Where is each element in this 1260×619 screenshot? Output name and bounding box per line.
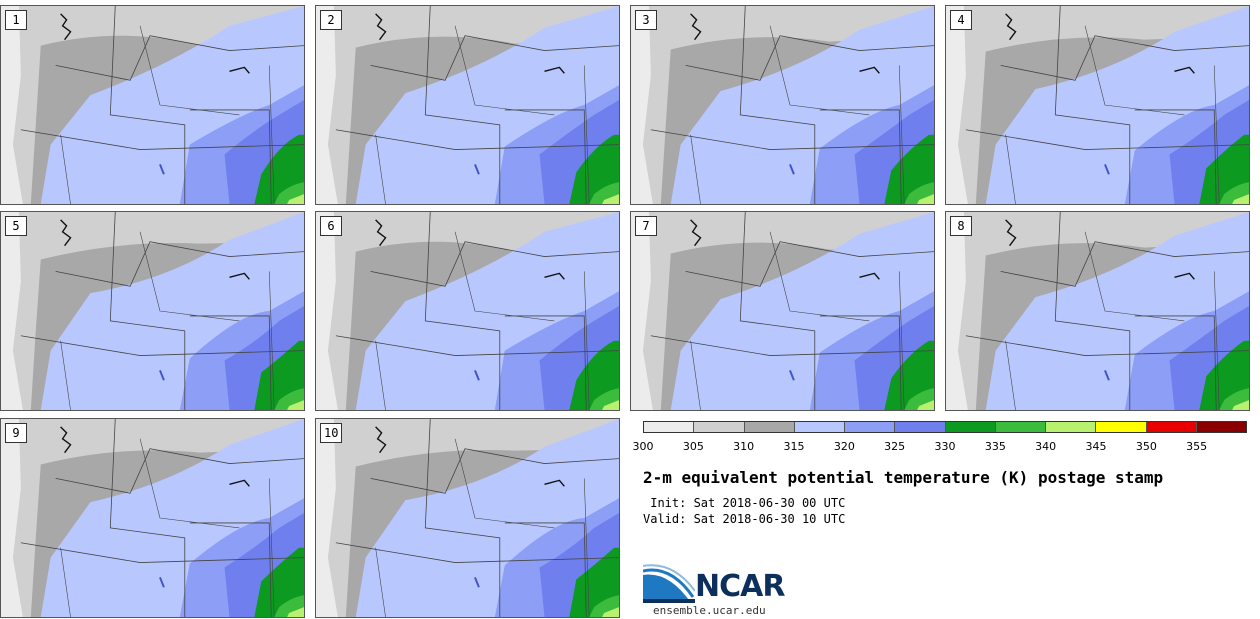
ncar-logo: NCAR ensemble.ucar.edu <box>643 563 803 619</box>
member-number-label: 1 <box>5 10 27 30</box>
product-title: 2-m equivalent potential temperature (K)… <box>643 468 1164 487</box>
postage-stamp-map: 9 <box>0 418 305 618</box>
colorbar-tick-label: 300 <box>632 440 654 453</box>
colorbar-tick-label: 340 <box>1035 440 1057 453</box>
logo-wordmark: NCAR <box>695 569 785 604</box>
postage-stamp-map: 4 <box>945 5 1250 205</box>
colorbar-swatch <box>945 422 996 432</box>
valid-time: Valid: Sat 2018-06-30 10 UTC <box>643 512 846 526</box>
eq-potential-temperature-map <box>1 212 304 410</box>
colorbar-swatch <box>1196 422 1246 432</box>
colorbar-swatch <box>694 422 745 432</box>
member-number-label: 7 <box>635 216 657 236</box>
colorbar-swatch <box>895 422 946 432</box>
colorbar-tick-labels: 300 305 310 315 320 325 330 335 340 345 350 355 <box>633 440 1247 454</box>
colorbar-tick-label: 305 <box>682 440 704 453</box>
colorbar-tick-label: 320 <box>833 440 855 453</box>
colorbar-tick-label: 315 <box>783 440 805 453</box>
postage-stamp-map: 1 <box>0 5 305 205</box>
colorbar-tick-label: 310 <box>733 440 755 453</box>
member-number-label: 5 <box>5 216 27 236</box>
colorbar-swatch <box>794 422 845 432</box>
colorbar-tick-label: 345 <box>1085 440 1107 453</box>
eq-potential-temperature-map <box>316 212 619 410</box>
postage-stamp-map: 8 <box>945 211 1250 411</box>
postage-stamp-map: 10 <box>315 418 620 618</box>
eq-potential-temperature-map <box>946 212 1249 410</box>
member-number-label: 9 <box>5 423 27 443</box>
colorbar-swatch <box>1046 422 1097 432</box>
logo-url: ensemble.ucar.edu <box>653 604 766 617</box>
eq-potential-temperature-map <box>946 6 1249 204</box>
colorbar-swatch <box>995 422 1046 432</box>
postage-stamp-map: 7 <box>630 211 935 411</box>
eq-potential-temperature-map <box>1 6 304 204</box>
colorbar-tick-label: 335 <box>984 440 1006 453</box>
colorbar-tick-label: 325 <box>884 440 906 453</box>
colorbar-swatch <box>744 422 795 432</box>
member-number-label: 3 <box>635 10 657 30</box>
eq-potential-temperature-map <box>631 6 934 204</box>
colorbar-swatch <box>644 422 695 432</box>
colorbar-swatch <box>845 422 896 432</box>
colorbar-tick-label: 350 <box>1135 440 1157 453</box>
member-number-label: 8 <box>950 216 972 236</box>
colorbar-tick-label: 355 <box>1186 440 1208 453</box>
colorbar <box>643 421 1247 433</box>
member-number-label: 4 <box>950 10 972 30</box>
postage-stamp-map: 5 <box>0 211 305 411</box>
postage-stamp-map: 3 <box>630 5 935 205</box>
eq-potential-temperature-map <box>631 212 934 410</box>
postage-stamp-map: 6 <box>315 211 620 411</box>
colorbar-tick-label: 330 <box>934 440 956 453</box>
member-number-label: 10 <box>320 423 343 443</box>
eq-potential-temperature-map <box>316 419 619 617</box>
eq-potential-temperature-map <box>316 6 619 204</box>
member-number-label: 6 <box>320 216 342 236</box>
member-number-label: 2 <box>320 10 342 30</box>
postage-stamp-map: 2 <box>315 5 620 205</box>
colorbar-swatch <box>1096 422 1147 432</box>
init-time: Init: Sat 2018-06-30 00 UTC <box>643 496 846 510</box>
ncar-logo-icon <box>643 564 695 603</box>
colorbar-swatch <box>1146 422 1197 432</box>
eq-potential-temperature-map <box>1 419 304 617</box>
